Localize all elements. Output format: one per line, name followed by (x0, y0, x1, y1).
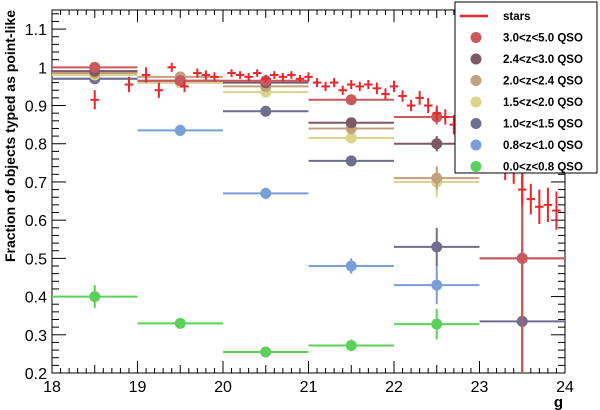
legend-label: 0.8<z<1.0 QSO (503, 140, 583, 152)
x-tick-label: 24 (556, 379, 574, 396)
qso-point (345, 155, 357, 167)
qso-point (431, 241, 443, 253)
series-6 (52, 285, 480, 358)
x-tick-label: 21 (300, 379, 318, 396)
qso-point (431, 279, 443, 291)
qso-point (174, 317, 186, 329)
y-tick-label: 0.5 (25, 251, 47, 268)
qso-point (260, 346, 272, 358)
qso-point (174, 75, 186, 87)
legend-label: 1.0<z<1.5 QSO (503, 119, 583, 131)
y-tick-label: 0.7 (25, 175, 47, 192)
qso-point (89, 61, 101, 73)
legend-label: 2.4<z<3.0 QSO (503, 54, 583, 66)
x-tick-label: 20 (214, 379, 232, 396)
qso-point (345, 260, 357, 272)
legend-marker (470, 161, 482, 172)
x-axis-label: g (554, 394, 563, 410)
qso-point (174, 124, 186, 136)
legend-marker (470, 139, 482, 151)
x-tick-label: 23 (471, 379, 489, 396)
y-tick-label: 0.8 (25, 137, 47, 154)
y-tick-label: 1.1 (25, 22, 47, 39)
qso-point (431, 138, 443, 150)
y-axis-label: Fraction of objects typed as point-like (2, 10, 18, 262)
qso-point (89, 291, 101, 303)
qso-point (260, 187, 272, 199)
y-tick-label: 0.3 (25, 328, 47, 345)
qso-point (260, 105, 272, 117)
axis-labels: g Fraction of objects typed as point-lik… (2, 10, 563, 410)
tick-layer: 18 19 20 21 22 23 24 0.2 0.3 0.4 0.5 0.6 0.7 0.8 0.9 1 1… (25, 10, 574, 396)
y-tick-label: 0.2 (25, 366, 47, 383)
legend-marker (470, 53, 482, 65)
qso-point (345, 117, 357, 129)
legend-marker (470, 118, 482, 129)
qso-point (345, 339, 357, 351)
qso-point (345, 94, 357, 106)
qso-point (431, 172, 443, 184)
stars-series (90, 62, 561, 230)
x-tick-label: 18 (43, 379, 61, 396)
legend-label: 2.0<z<2.4 QSO (503, 76, 583, 88)
legend-label: 1.5<z<2.0 QSO (503, 97, 583, 109)
y-tick-label: 0.9 (25, 99, 47, 116)
legend-marker (470, 75, 482, 86)
x-tick-label: 22 (385, 379, 403, 396)
y-tick-label: 0.4 (25, 290, 47, 307)
qso-point (431, 318, 443, 330)
legend-marker (470, 32, 482, 43)
y-tick-label: 0.6 (25, 213, 47, 230)
qso-point (516, 252, 528, 264)
y-tick-label: 1 (38, 60, 47, 77)
legend-marker (470, 96, 482, 108)
x-tick-label: 19 (129, 379, 147, 396)
data-layer (52, 61, 565, 373)
qso-point (345, 132, 357, 144)
legend: stars 3.0<z<5.0 QSO 2.4<z<3.0 QSO 2.0<z<2.4… (454, 1, 598, 174)
legend-label: 0.0<z<0.8 QSO (503, 162, 583, 174)
legend-label: 3.0<z<5.0 QSO (503, 33, 583, 45)
legend-stars-label: stars (503, 11, 531, 23)
